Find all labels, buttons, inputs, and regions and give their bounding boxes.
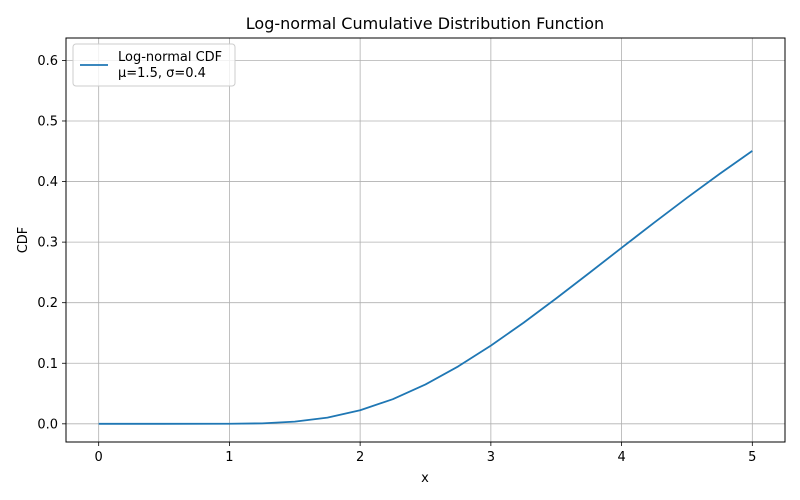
- x-tick-label: 2: [356, 450, 364, 465]
- series-layer: [98, 150, 753, 425]
- legend-label-params: μ=1.5, σ=0.4: [118, 66, 206, 81]
- ticks: 0 1 2 3 4 5 0.0 0.1 0.2 0.3 0.4 0.5 0.6: [37, 54, 756, 465]
- y-tick-label: 0.3: [37, 236, 58, 251]
- y-tick-label: 0.6: [37, 54, 58, 69]
- y-tick-label: 0.0: [37, 417, 58, 432]
- legend-label: Log-normal CDF: [118, 50, 222, 65]
- y-tick-label: 0.2: [37, 296, 58, 311]
- y-tick-label: 0.1: [37, 357, 58, 372]
- series-line: [98, 150, 753, 425]
- x-axis-title: x: [421, 471, 429, 486]
- legend: Log-normal CDF μ=1.5, σ=0.4: [72, 43, 236, 87]
- chart-title: Log-normal Cumulative Distribution Funct…: [246, 14, 604, 33]
- y-axis-title: CDF: [16, 227, 31, 254]
- x-tick-label: 4: [617, 450, 625, 465]
- y-tick-label: 0.4: [37, 175, 58, 190]
- x-tick-label: 0: [95, 450, 103, 465]
- legend-box: [72, 43, 236, 87]
- x-tick-label: 5: [748, 450, 756, 465]
- y-tick-label: 0.5: [37, 114, 58, 129]
- x-tick-label: 3: [487, 450, 495, 465]
- grid: [66, 38, 785, 442]
- plot-frame: [65, 37, 786, 443]
- x-tick-label: 1: [225, 450, 233, 465]
